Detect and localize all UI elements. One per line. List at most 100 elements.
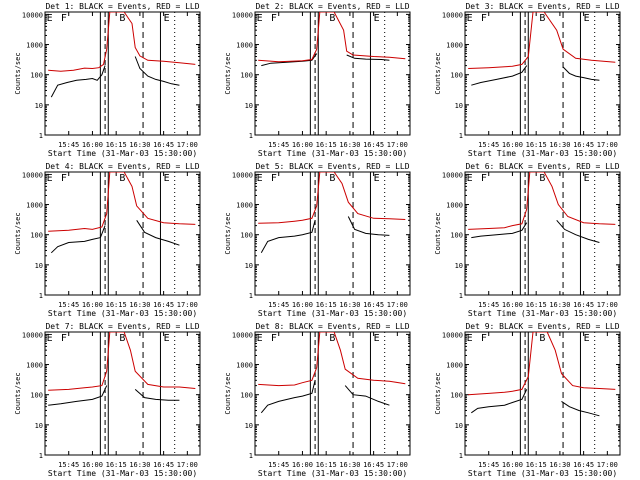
lld-series-line [48,172,196,232]
series-group [258,172,406,254]
y-tick-label: 10000 [22,11,43,19]
events-series-line [260,220,316,254]
y-tick-label: 10 [455,422,463,430]
x-axis-label: Start Time (31-Mar-03 15:30:00) [468,469,617,478]
x-axis-label: Start Time (31-Mar-03 15:30:00) [258,149,407,158]
series-group [258,332,406,414]
x-tick-label: 16:15 [316,141,337,149]
x-tick-label: 16:15 [106,301,127,309]
segment-marker: E [257,333,263,344]
x-tick-label: 17:00 [597,141,618,149]
panel-title: Det 6: BLACK = Events, RED = LLD [465,162,619,171]
x-tick-label: 16:00 [82,461,103,469]
x-tick-label: 16:15 [526,301,547,309]
y-tick-label: 1000 [446,42,463,50]
y-axis-label: Counts/sec [14,372,22,414]
y-tick-label: 1000 [236,42,253,50]
x-tick-label: 15:45 [478,301,499,309]
x-tick-label: 17:00 [597,461,618,469]
y-tick-label: 10 [35,422,43,430]
y-tick-label: 10000 [22,331,43,339]
events-series-line [50,65,106,98]
x-axis-label: Start Time (31-Mar-03 15:30:00) [468,309,617,318]
x-tick-label: 17:00 [177,461,198,469]
x-tick-label: 16:45 [153,461,174,469]
x-tick-label: 15:45 [58,141,79,149]
plot-frame [464,11,621,136]
panel-title: Det 9: BLACK = Events, RED = LLD [465,322,619,331]
x-tick-label: 16:00 [292,141,313,149]
events-series-line [471,389,528,414]
y-tick-label: 10000 [232,11,253,19]
lld-series-line [258,172,406,224]
x-axis-label: Start Time (31-Mar-03 15:30:00) [48,469,197,478]
x-tick-label: 16:15 [526,461,547,469]
events-series-line [261,53,318,67]
y-tick-label: 10000 [232,171,253,179]
y-tick-label: 100 [240,72,253,80]
x-tick-label: 16:15 [316,461,337,469]
y-tick-label: 10 [455,102,463,110]
x-tick-label: 16:15 [106,461,127,469]
x-tick-label: 15:45 [478,461,499,469]
x-tick-label: 16:30 [339,461,360,469]
lld-series-line [468,12,616,69]
segment-marker: B [119,173,125,184]
events-series-line [344,385,390,406]
x-tick-label: 16:30 [549,301,570,309]
y-tick-label: 100 [240,232,253,240]
panel-title: Det 8: BLACK = Events, RED = LLD [255,322,409,331]
x-tick-label: 15:45 [268,141,289,149]
y-axis-label: Counts/sec [434,52,442,94]
segment-marker: B [119,13,125,24]
y-tick-label: 100 [450,232,463,240]
segment-marker: B [539,333,545,344]
x-tick-label: 15:45 [268,461,289,469]
lld-series-line [468,172,616,230]
segment-marker: E [467,13,473,24]
x-tick-label: 15:45 [58,461,79,469]
y-axis-label: Counts/sec [434,372,442,414]
y-tick-label: 1 [249,132,253,140]
plot-frame [44,331,201,456]
segment-marker: B [539,13,545,24]
y-tick-label: 10000 [442,171,463,179]
segment-marker: B [539,173,545,184]
segment-marker: E [584,173,590,184]
x-tick-label: 16:00 [502,301,523,309]
y-tick-label: 1000 [446,362,463,370]
x-tick-label: 16:00 [502,141,523,149]
segment-marker: E [374,13,380,24]
x-tick-label: 15:45 [58,301,79,309]
events-series-line [134,389,180,401]
x-tick-label: 17:00 [387,301,408,309]
segment-marker: F [481,173,487,184]
x-axis-label: Start Time (31-Mar-03 15:30:00) [48,309,197,318]
events-series-line [260,380,316,414]
panel-title: Det 3: BLACK = Events, RED = LLD [465,2,619,11]
y-tick-label: 10000 [22,171,43,179]
segment-marker: E [584,333,590,344]
x-tick-label: 16:45 [573,141,594,149]
x-tick-label: 16:45 [573,301,594,309]
panel-title: Det 2: BLACK = Events, RED = LLD [255,2,409,11]
series-group [48,172,196,254]
x-axis-label: Start Time (31-Mar-03 15:30:00) [468,149,617,158]
y-tick-label: 1 [39,132,43,140]
x-tick-label: 16:00 [82,141,103,149]
segment-marker: E [257,13,263,24]
segment-marker: E [47,333,53,344]
events-series-line [134,56,180,86]
events-series-line [48,385,108,406]
y-tick-label: 1000 [26,202,43,210]
segment-marker: F [271,333,277,344]
y-tick-label: 1 [459,292,463,300]
x-tick-label: 16:45 [573,461,594,469]
segment-marker: E [467,173,473,184]
y-tick-label: 10 [35,262,43,270]
series-group [468,332,616,417]
segment-marker: F [61,173,67,184]
lld-series-line [48,12,196,72]
